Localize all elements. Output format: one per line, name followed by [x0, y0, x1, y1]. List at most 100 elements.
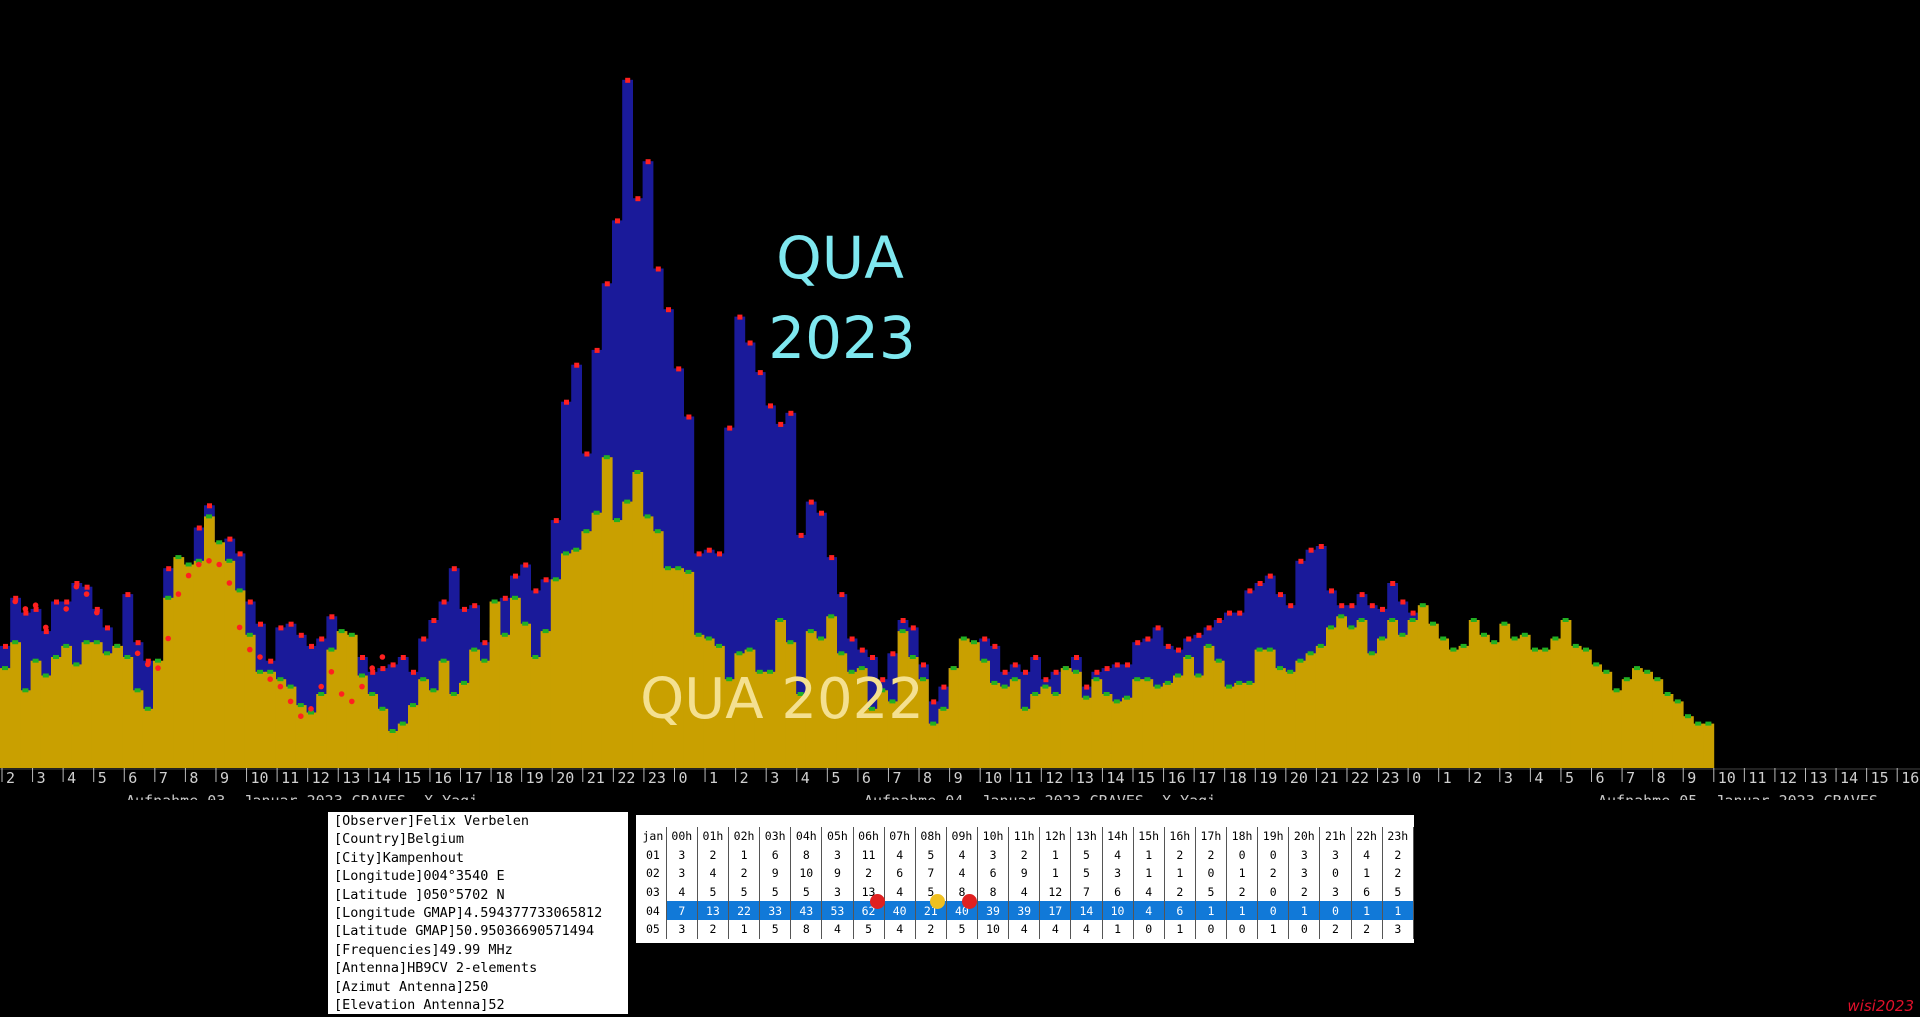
table-row[interactable]: 04 7 13 22 33 43 53 62 40 21 40 39 39 17 14 10 4 6 1 1 0 1 0 1 1	[640, 901, 1415, 920]
qua-2023-point	[411, 669, 416, 675]
reference-point	[359, 683, 365, 690]
qua-2022-edge	[1623, 677, 1630, 682]
qua-2022-bar	[1020, 708, 1031, 768]
table-row[interactable]: 05 3 2 1 5 8 4 5 4 2 5 10 4 4 4 1 0 1 0 0 1 0 2 2 3	[640, 919, 1415, 939]
qua-2023-point	[74, 581, 80, 586]
qua-2022-bar	[1672, 701, 1684, 768]
qua-2023-point	[553, 518, 559, 524]
qua-2022-bar	[214, 542, 225, 768]
qua-2022-bar	[928, 723, 939, 768]
reference-point	[318, 683, 325, 690]
x-tick-label: 12	[1779, 769, 1797, 787]
count-cell: 39	[1008, 901, 1041, 920]
hour-header: 00h	[666, 827, 698, 846]
qua-2022-edge	[185, 562, 192, 567]
qua-2022-edge	[42, 673, 49, 678]
qua-2022-edge	[1572, 643, 1579, 648]
qua-2023-point	[472, 603, 478, 609]
count-cell: 3	[1288, 864, 1321, 883]
count-cell: 1	[1257, 919, 1290, 939]
qua-2023-point	[268, 658, 274, 664]
qua-2022-bar	[1285, 671, 1296, 768]
qua-2022-edge	[155, 658, 161, 663]
qua-2023-point	[798, 532, 804, 538]
qua-2022-edge	[940, 706, 947, 711]
qua-2023-label-line2: 2023	[768, 304, 916, 372]
qua-2022-edge	[1562, 618, 1569, 622]
qua-2023-point	[309, 643, 314, 649]
qua-2023-point	[390, 662, 396, 668]
qua-2022-edge	[777, 618, 784, 622]
qua-2022-edge	[1358, 618, 1365, 622]
qua-2023-point	[992, 643, 998, 649]
qua-2022-bar	[20, 690, 32, 768]
count-cell: 6	[1164, 901, 1196, 920]
x-tick-label: 6	[128, 769, 137, 787]
qua-2023-point	[145, 658, 151, 664]
reference-point	[379, 654, 386, 660]
count-cell: 11	[853, 845, 885, 865]
qua-2022-bar	[357, 675, 368, 768]
qua-2023-point	[645, 159, 651, 165]
qua-2022-bar	[1468, 620, 1480, 768]
x-tick-label: 18	[495, 769, 513, 787]
qua-2022-bar	[1652, 679, 1664, 768]
qua-2022-edge	[1644, 669, 1651, 674]
qua-2022-bar	[1519, 634, 1531, 768]
x-tick-label: 17	[1198, 769, 1216, 787]
qua-2022-bar	[285, 686, 297, 768]
count-cell: 5	[946, 919, 979, 939]
qua-2022-edge	[216, 540, 223, 545]
qua-2022-bar	[652, 531, 664, 768]
count-cell: 43	[790, 901, 823, 920]
table-row[interactable]: 02 3 4 2 9 10 9 2 6 7 4 6 9 1 5 3 1 1 0 1 2 3 0 1 2	[640, 864, 1415, 883]
hour-header: 23h	[1382, 827, 1415, 846]
reference-point	[298, 713, 304, 719]
count-cell: 4	[1351, 845, 1383, 865]
x-tick-label: 19	[526, 769, 544, 787]
qua-2022-edge	[1236, 680, 1243, 685]
qua-2023-point	[839, 592, 845, 598]
qua-2023-point	[237, 551, 243, 557]
qua-2023-point	[1023, 669, 1028, 675]
qua-2023-point	[655, 266, 661, 272]
info-line: [Country]Belgium	[334, 831, 465, 848]
table-row[interactable]: 03 4 5 5 5 5 3 13 4 5 8 8 4 12 7 6 4 2 5 2 0 2 3 6 5	[640, 882, 1415, 902]
reference-point	[277, 683, 284, 690]
count-cell: 5	[1070, 864, 1103, 883]
table-marker-dot	[962, 894, 977, 909]
count-cell: 17	[1039, 901, 1072, 920]
qua-2022-bar	[224, 560, 236, 768]
qua-2022-edge	[1307, 651, 1314, 656]
qua-2022-bar	[1570, 645, 1582, 768]
info-line: [City]Kampenhout	[334, 849, 465, 866]
qua-2022-bar	[448, 694, 460, 768]
qua-2023-point	[1380, 606, 1385, 612]
qua-2022-edge	[512, 595, 518, 600]
qua-2022-edge	[1073, 669, 1079, 674]
x-tick-label: 10	[1718, 769, 1736, 787]
count-cell: 1	[1195, 901, 1228, 920]
qua-2022-bar	[295, 705, 307, 768]
reference-point	[247, 646, 253, 653]
x-tick-label: 7	[1626, 769, 1635, 787]
qua-2022-bar	[673, 568, 684, 768]
qua-2022-bar	[1601, 671, 1613, 768]
count-cell: 4	[1070, 919, 1103, 939]
qua-2022-bar	[1132, 679, 1143, 768]
qua-2022-edge	[1368, 651, 1375, 656]
table-row[interactable]: 01 3 2 1 6 8 3 11 4 5 4 3 2 1 5 4 1 2 2 0 0 3 3 4 2	[640, 845, 1415, 865]
qua-2022-edge	[348, 632, 355, 637]
qua-2022-bar	[1030, 694, 1041, 768]
qua-2023-point	[1206, 625, 1212, 631]
qua-2022-edge	[828, 614, 835, 619]
qua-2022-bar	[112, 645, 123, 768]
count-cell: 4	[884, 882, 916, 902]
qua-2022-edge	[359, 673, 365, 678]
count-cell: 6	[1102, 882, 1134, 902]
count-cell: 4	[1008, 882, 1041, 902]
qua-2022-edge	[695, 632, 702, 637]
qua-2022-edge	[981, 658, 988, 663]
qua-2022-edge	[1470, 618, 1477, 622]
qua-2022-bar	[846, 671, 858, 768]
